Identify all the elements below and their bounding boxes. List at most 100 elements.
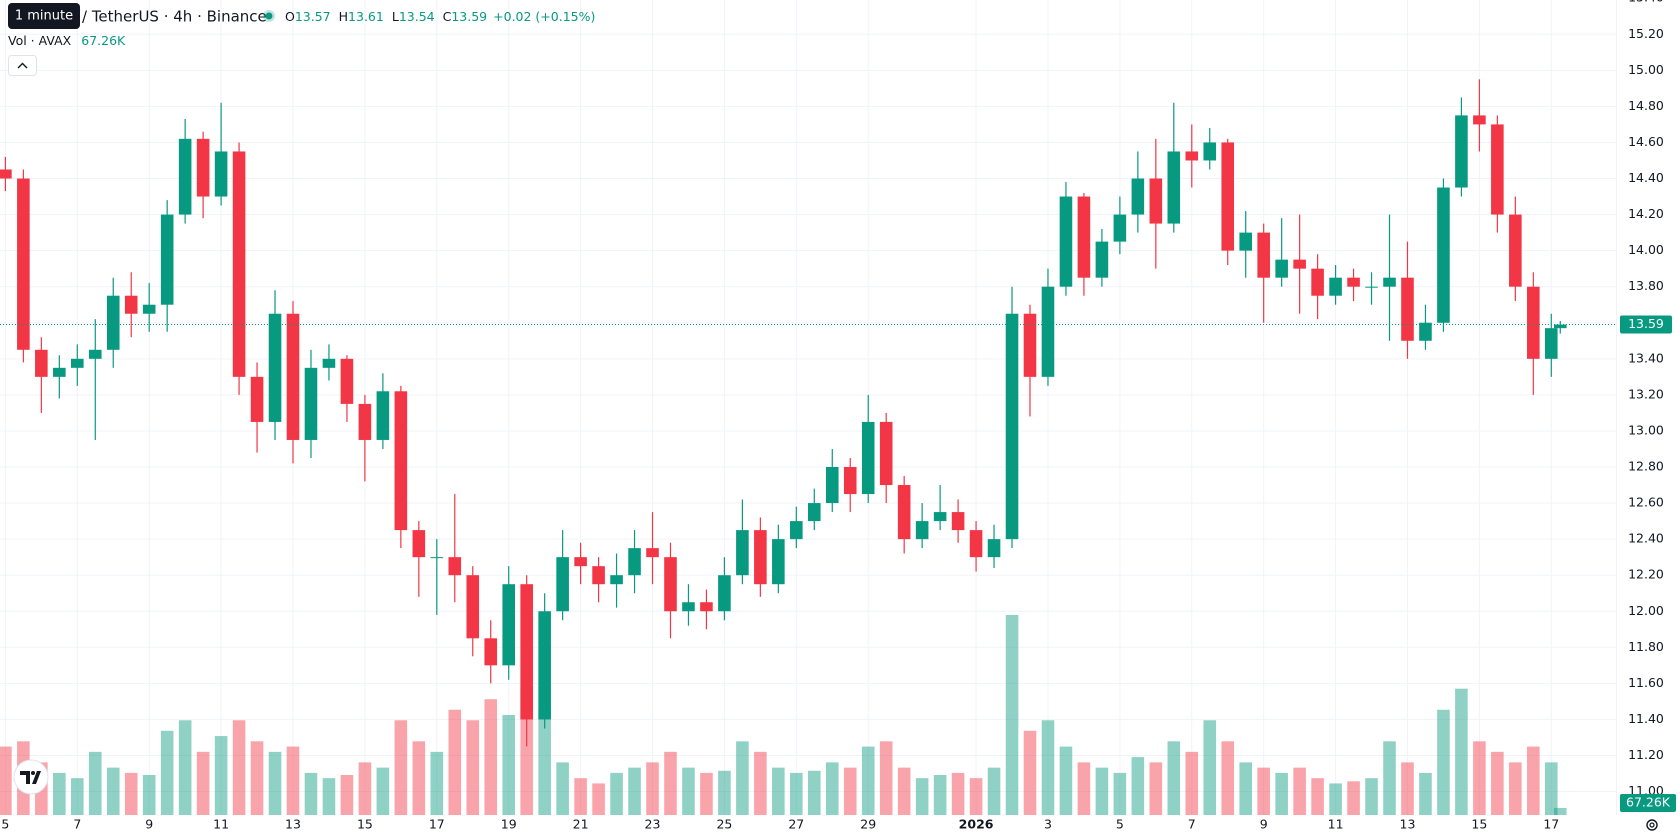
candle-body — [969, 530, 983, 558]
volume-bar — [124, 772, 138, 815]
y-tick-label: 13.00 — [1628, 422, 1664, 437]
candle-body — [35, 349, 48, 377]
x-tick-label: 15 — [1471, 817, 1487, 832]
collapse-icon — [17, 62, 28, 69]
volume-bar — [1257, 767, 1270, 815]
candle-body — [71, 358, 84, 368]
candle-body — [160, 214, 174, 305]
volume-bar — [466, 720, 480, 815]
y-tick-label: 12.20 — [1628, 567, 1664, 582]
candle-body — [825, 467, 839, 504]
candle-body — [682, 602, 695, 612]
volume-bar — [1131, 757, 1145, 815]
candle-body — [933, 512, 947, 522]
volume-bar — [736, 741, 749, 815]
candle-body — [53, 367, 66, 377]
x-tick-label: 13 — [285, 817, 301, 832]
legend-open-label: O — [285, 9, 295, 24]
candle-body — [1203, 142, 1217, 161]
volume-bar — [160, 730, 174, 815]
volume-bar — [1293, 767, 1306, 815]
settings-icon[interactable] — [1646, 819, 1658, 831]
candle-body — [1491, 124, 1504, 215]
y-tick-label: 14.60 — [1628, 134, 1664, 149]
volume-bar — [646, 762, 659, 815]
volume-bar — [1473, 741, 1486, 815]
volume-bar — [1059, 746, 1073, 815]
volume-bar — [106, 767, 120, 815]
candle-body — [88, 349, 102, 359]
legend-high-label: H — [339, 9, 348, 24]
candle-body — [1455, 115, 1468, 188]
volume-bar — [1203, 720, 1217, 815]
volume-bar — [1419, 772, 1432, 815]
volume-bar — [448, 709, 462, 815]
candle-body — [646, 548, 659, 558]
volume-bar — [502, 715, 515, 815]
candle-body — [1023, 313, 1037, 377]
candle-body — [951, 512, 965, 531]
volume-bar — [1113, 772, 1127, 815]
legend-high: 13.61 — [348, 9, 384, 24]
candle-body — [538, 611, 551, 720]
volume-bar — [1455, 688, 1468, 815]
x-tick-label: 3 — [1044, 817, 1052, 832]
settings-icon-center — [1649, 822, 1655, 828]
x-tick-label: 9 — [1260, 817, 1268, 832]
volume-bar — [843, 767, 857, 815]
volume-bar — [987, 767, 1001, 815]
volume-bar — [142, 775, 156, 815]
volume-bar — [1077, 762, 1091, 815]
candle-body — [879, 421, 893, 486]
volume-bar — [538, 709, 551, 815]
candle-body — [592, 566, 605, 585]
volume-legend: Vol · AVAX 67.26K — [8, 33, 126, 48]
y-tick-label: 15.20 — [1628, 26, 1664, 41]
candle-body — [358, 403, 372, 440]
volume-bar — [1491, 751, 1504, 815]
y-tick-label: 15.00 — [1628, 62, 1664, 77]
volume-bar — [1544, 762, 1558, 815]
x-tick-label: 15 — [357, 817, 373, 832]
y-tick-label: 13.80 — [1628, 278, 1664, 293]
volume-bar — [825, 762, 839, 815]
candle-body — [1383, 277, 1396, 287]
candle-body — [412, 530, 426, 558]
candle-body — [1095, 241, 1109, 278]
volume-bar — [214, 736, 228, 815]
last-volume-badge — [1620, 794, 1676, 812]
candle-body — [754, 530, 767, 585]
candle-body — [1275, 259, 1288, 278]
volume-bar — [915, 778, 929, 815]
logo-badge[interactable] — [13, 759, 49, 795]
legend-close-label: C — [443, 9, 452, 24]
logo-dot — [31, 771, 35, 775]
volume-bar — [1437, 709, 1450, 815]
volume-bar — [340, 775, 354, 815]
candle-body — [448, 557, 462, 576]
volume-bar — [610, 772, 623, 815]
volume-bar — [1095, 767, 1109, 815]
candle-body — [772, 539, 785, 585]
y-tick-label: 12.60 — [1628, 495, 1664, 510]
candle-body — [268, 313, 282, 422]
volume-bar — [286, 746, 300, 815]
volume-bar — [718, 770, 731, 815]
candle-body — [17, 178, 30, 350]
y-tick-label: 12.80 — [1628, 459, 1664, 474]
volume-bar — [1347, 781, 1360, 815]
candle-body — [1221, 142, 1235, 251]
candle-body — [502, 584, 515, 666]
logo — [20, 771, 41, 784]
collapse-button[interactable] — [8, 55, 37, 76]
volume-bar — [861, 746, 875, 815]
candle-body — [1149, 178, 1163, 224]
volume-bar — [790, 772, 803, 815]
volume-title: Vol · AVAX — [8, 33, 72, 48]
candle-body — [1347, 277, 1360, 287]
candle-body — [1293, 259, 1306, 269]
candle-body — [1419, 322, 1432, 341]
symbol-title[interactable]: / TetherUS · 4h · Binance — [82, 8, 267, 26]
x-tick-label: 21 — [573, 817, 589, 832]
candle-body — [340, 358, 354, 404]
